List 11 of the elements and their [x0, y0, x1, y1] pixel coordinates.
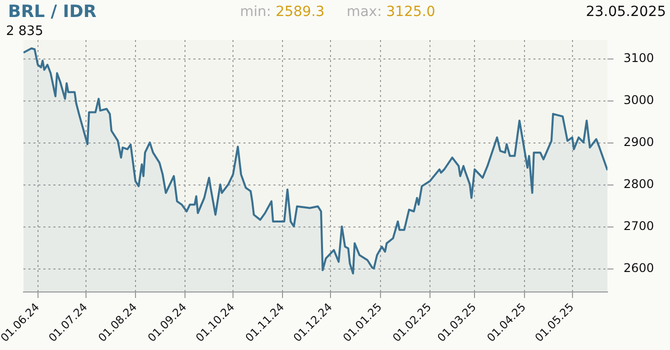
y-tick-label: 3000 — [623, 93, 654, 108]
y-tick-label: 2700 — [623, 219, 654, 234]
text: max: 3125.0 — [346, 4, 436, 20]
y-tick-label: 2900 — [623, 135, 654, 150]
y-tick-label: 2800 — [623, 177, 654, 192]
y-tick-label: 2600 — [623, 261, 654, 276]
text: 23.05.2025 — [586, 4, 666, 20]
chart-title: BRL / IDR — [8, 2, 96, 22]
y-tick-label: 3100 — [623, 51, 654, 66]
text: 2 835 — [6, 24, 44, 39]
text: min: 2589.3 — [240, 4, 325, 20]
